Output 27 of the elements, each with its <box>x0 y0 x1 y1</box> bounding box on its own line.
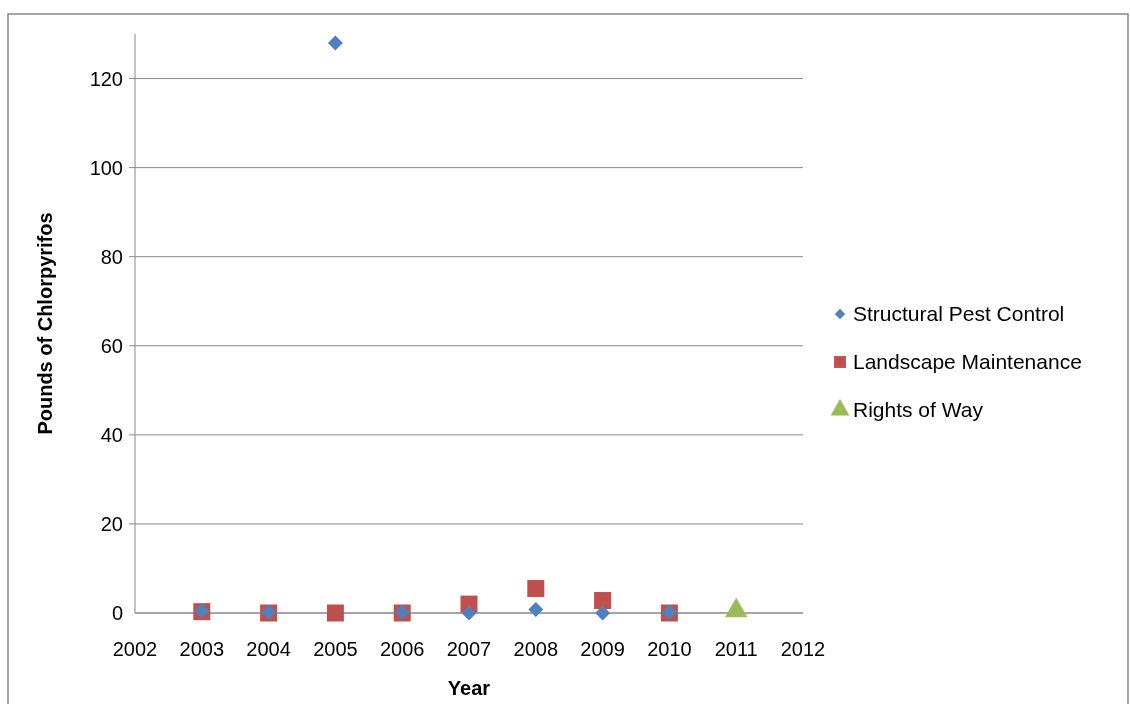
point <box>594 592 612 610</box>
x-tick-label: 2011 <box>714 638 758 660</box>
x-tick-label: 2005 <box>313 638 358 660</box>
x-tick-label: 2007 <box>446 638 492 660</box>
legend-label: Structural Pest Control <box>853 302 1065 326</box>
x-tick-label: 2008 <box>513 638 559 660</box>
x-tick-label: 2006 <box>379 638 425 660</box>
y-tick-label: 120 <box>89 67 123 90</box>
legend-label: Rights of Way <box>853 398 984 422</box>
legend-label: Landscape Maintenance <box>853 350 1082 374</box>
y-tick-label: 40 <box>100 423 123 446</box>
point <box>527 580 545 597</box>
point <box>461 605 477 621</box>
x-tick-label: 2003 <box>179 638 225 660</box>
x-tick-label: 2009 <box>580 638 625 660</box>
y-tick-label: 0 <box>111 602 123 624</box>
y-axis-title: Pounds of Chlorpyrifos <box>34 212 56 435</box>
y-tick-label: 60 <box>100 334 123 357</box>
y-tick-label: 20 <box>100 512 123 535</box>
x-tick-label: 2010 <box>647 638 692 660</box>
x-axis-title: Year <box>447 677 491 699</box>
x-tick-label: 2002 <box>112 638 158 660</box>
point <box>326 604 344 622</box>
x-tick-label: 2012 <box>780 638 826 660</box>
x-tick-label: 2004 <box>246 638 291 660</box>
y-tick-label: 100 <box>89 156 123 179</box>
y-tick-label: 80 <box>100 245 123 268</box>
